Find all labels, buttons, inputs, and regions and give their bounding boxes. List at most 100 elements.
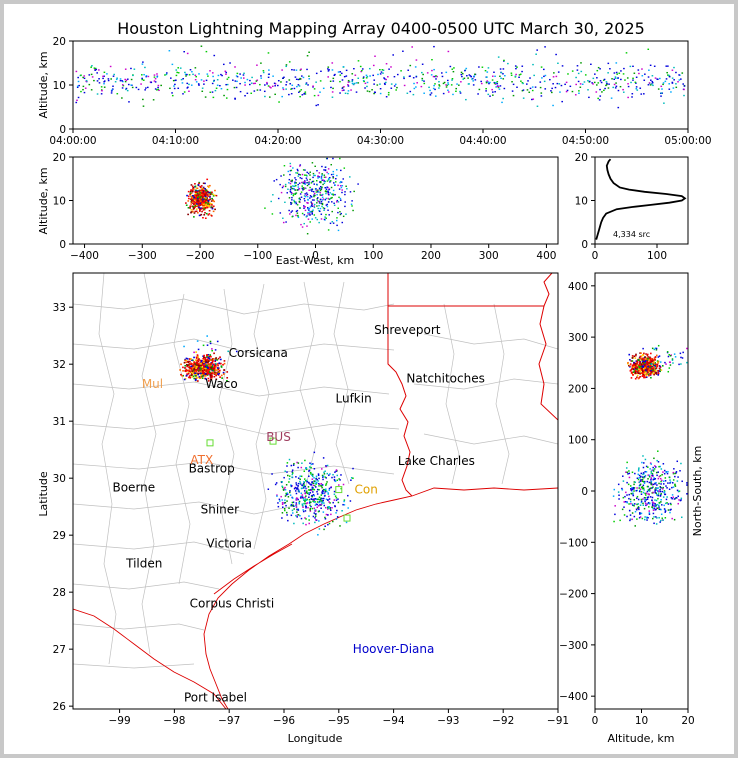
north-south-point — [659, 488, 661, 491]
north-south-point — [645, 465, 648, 468]
time-altitude-point — [543, 80, 546, 83]
north-south-point — [638, 366, 641, 369]
time-altitude-point — [217, 74, 220, 77]
east-west-point — [196, 201, 199, 204]
north-south-point — [660, 508, 662, 511]
east-west-point — [306, 215, 308, 217]
east-west-point — [208, 209, 211, 212]
map-point — [312, 482, 315, 485]
east-west-point — [332, 189, 335, 192]
time-altitude-point — [499, 68, 502, 70]
east-west-point — [198, 204, 201, 207]
map-point — [318, 498, 320, 501]
north-south-point — [636, 508, 638, 511]
east-west-point — [304, 182, 306, 184]
north-south-point — [664, 510, 667, 512]
map-point — [347, 507, 349, 509]
north-south-point — [629, 363, 632, 365]
time-altitude-point — [652, 84, 654, 87]
map-point — [206, 368, 209, 371]
east-west-point — [332, 222, 335, 224]
east-west-point — [285, 221, 287, 223]
east-west-point — [327, 193, 329, 195]
map-point — [310, 489, 312, 492]
map-point — [199, 368, 202, 371]
map-point — [198, 368, 201, 370]
time-altitude-point — [260, 77, 263, 79]
time-altitude-point — [385, 63, 388, 65]
time-altitude-point — [390, 83, 393, 85]
time-altitude-point — [195, 75, 198, 78]
north-south-point — [650, 366, 653, 368]
time-altitude-point — [142, 105, 145, 107]
map-point — [197, 364, 200, 367]
time-altitude-point — [390, 87, 393, 89]
north-south-point — [648, 502, 650, 504]
time-altitude-point — [317, 104, 319, 106]
north-south-point — [643, 475, 646, 478]
map-point — [211, 369, 214, 372]
time-altitude-point — [280, 81, 282, 83]
east-west-point — [197, 184, 200, 187]
time-altitude-point — [552, 83, 554, 85]
time-altitude-point — [249, 79, 251, 82]
east-west-point — [325, 197, 328, 200]
east-west-point — [319, 210, 321, 213]
north-south-point — [654, 499, 656, 501]
map-point — [188, 363, 191, 365]
east-west-point — [351, 205, 353, 207]
time-altitude-point — [239, 82, 241, 85]
time-altitude-point — [343, 89, 345, 91]
north-south-point — [652, 486, 654, 488]
time-altitude-point — [393, 75, 396, 78]
map-point — [313, 507, 316, 510]
time-altitude-point — [93, 79, 95, 82]
east-west-point — [321, 193, 324, 196]
map-point — [288, 478, 291, 480]
east-west-point — [202, 186, 205, 189]
east-west-point — [306, 195, 309, 198]
east-west-point — [194, 195, 196, 198]
time-altitude-point — [556, 82, 559, 85]
time-altitude-point — [226, 78, 229, 80]
north-south-point — [657, 477, 660, 480]
time-altitude-point — [514, 65, 517, 67]
north-south-point — [652, 466, 654, 469]
map-point — [325, 488, 327, 490]
north-south-point — [653, 367, 655, 369]
north-south-point — [673, 498, 676, 500]
east-west-point — [337, 184, 339, 187]
north-south-point — [642, 360, 644, 363]
east-west-point — [338, 196, 340, 198]
east-west-point — [202, 204, 204, 207]
map-point — [329, 502, 331, 504]
east-west-point — [212, 195, 215, 197]
time-altitude-point — [188, 90, 190, 92]
east-west-point — [203, 192, 205, 194]
map-point — [341, 510, 343, 512]
map-point — [219, 362, 222, 365]
time-altitude-point — [266, 81, 268, 84]
north-south-point — [631, 364, 634, 367]
east-west-point — [318, 176, 321, 178]
map-point — [314, 521, 316, 524]
time-altitude-point — [396, 73, 399, 76]
time-altitude-point — [154, 81, 157, 83]
latitude-tick-label: 30 — [53, 473, 66, 485]
map-point — [196, 365, 198, 368]
north-south-point — [678, 490, 680, 493]
map-point — [209, 378, 212, 381]
map-point — [321, 501, 323, 504]
map-point — [315, 475, 318, 478]
map-point — [315, 503, 318, 505]
time-altitude-point — [211, 82, 214, 85]
map-point — [188, 358, 191, 360]
north-south-point — [656, 459, 658, 462]
east-west-point — [305, 187, 307, 190]
north-south-point — [633, 363, 635, 365]
east-west-point — [190, 203, 193, 205]
time-altitude-point — [462, 78, 465, 80]
map-point — [287, 496, 290, 498]
map-point — [206, 373, 209, 376]
map-point — [197, 370, 200, 372]
